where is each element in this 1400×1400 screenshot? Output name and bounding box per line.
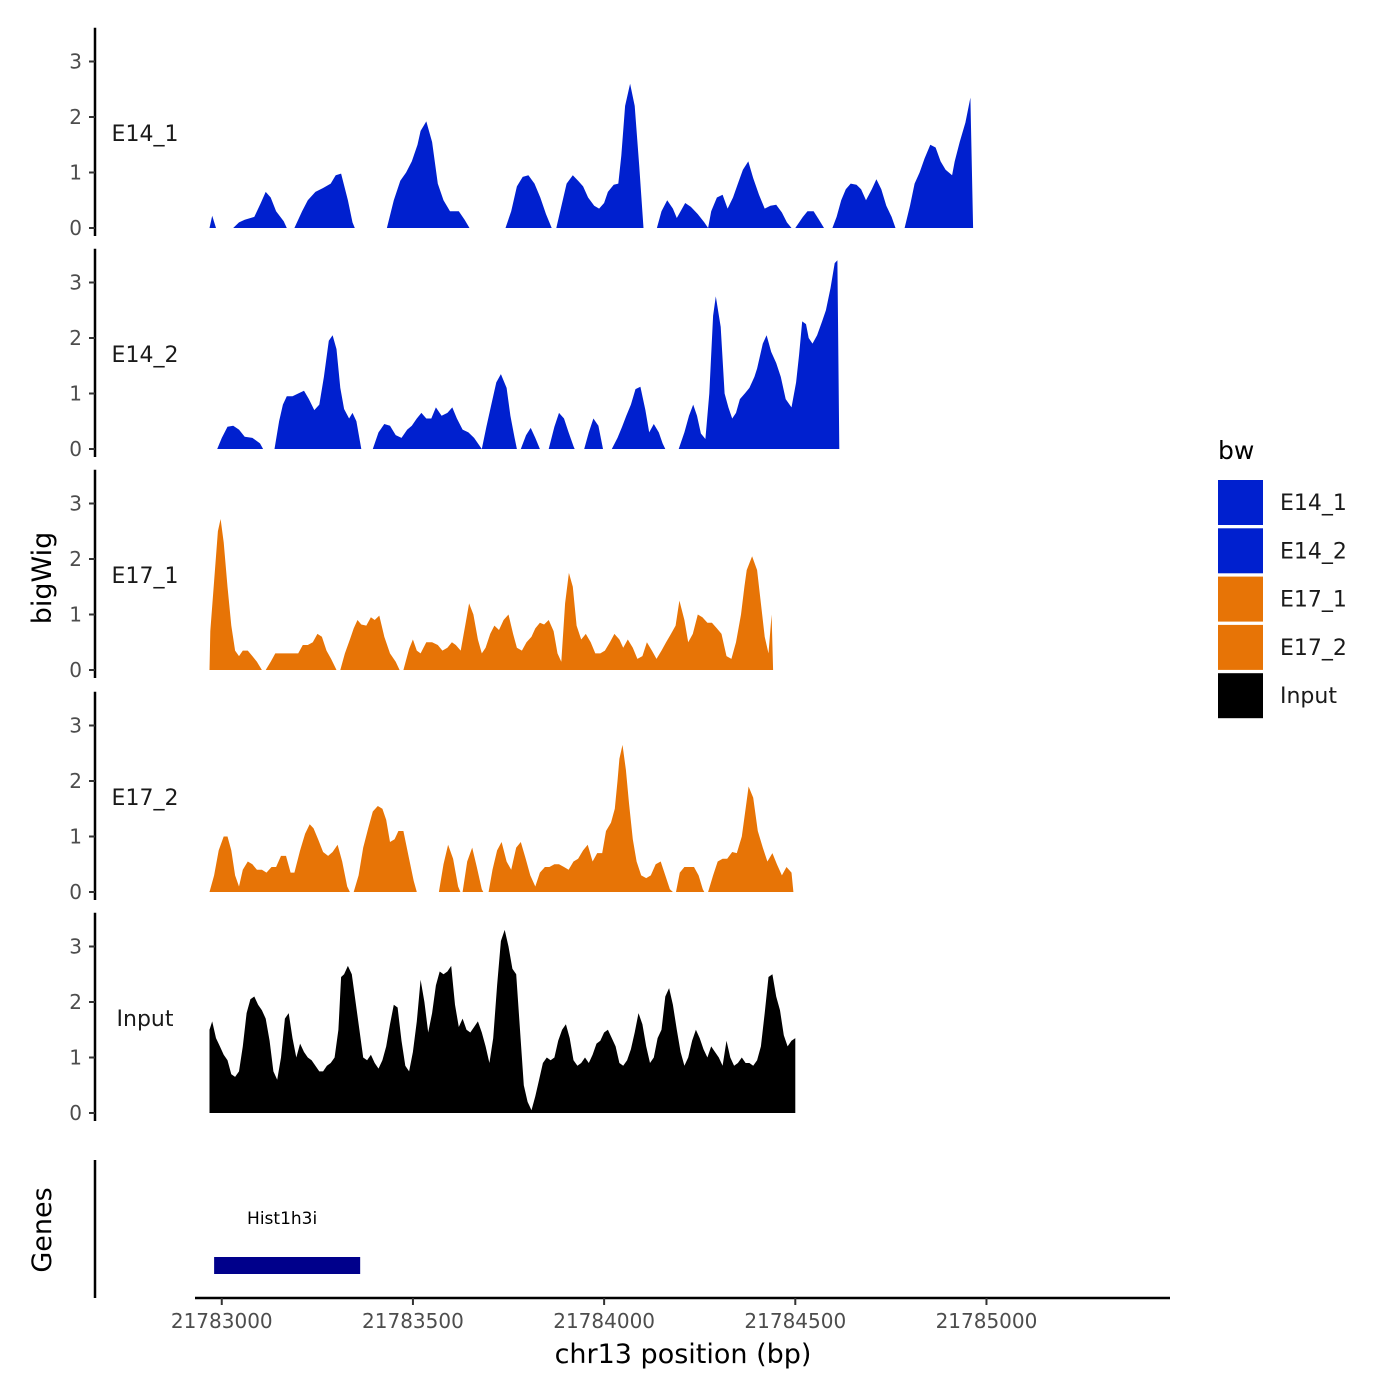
y-tick-label: 0 [69,658,82,682]
y-tick-label: 1 [69,382,82,406]
coverage-area-e17-1 [265,633,337,670]
x-axis: 21783000 21783500 21784000 21784500 21785000 [171,1296,1170,1333]
gene-bar [214,1257,361,1274]
coverage-area-e14-1 [233,191,287,228]
coverage-area-e14-1 [656,161,792,228]
y-tick-label: 0 [69,216,82,240]
coverage-area-e14-1 [209,215,216,228]
y-tick-label: 3 [69,714,82,738]
y-tick-label: 2 [69,990,82,1014]
track-input: 0 1 2 3 Input [69,912,796,1125]
legend-swatch [1218,673,1263,719]
coverage-area-e14-2 [217,425,264,449]
coverage-area-e17-1 [209,519,262,670]
coverage-area-e14-2 [274,335,362,449]
legend: bw E14_1 E14_2 E17_1 E17_2 Input [1218,436,1347,719]
y-tick-label: 2 [69,105,82,129]
coverage-area-e14-2 [611,386,666,449]
track-label-e17-1: E17_1 [112,564,179,589]
coverage-area-e14-1 [795,211,824,228]
y-tick-label: 0 [69,880,82,904]
coverage-area-e14-1 [904,97,974,228]
legend-label: E17_2 [1280,636,1347,661]
coverage-area-e14-2 [372,374,517,449]
y-tick-label: 2 [69,769,82,793]
y-axis-title: bigWig [27,532,58,625]
legend-swatch [1218,576,1263,622]
legend-label: E14_2 [1280,539,1347,564]
coverage-tracks: 0 1 2 3 E14_1 0 1 2 3 E14_2 0 1 2 3 E17_1 0 1 2 3 E17_2 0 1 2 3… [69,27,974,1125]
legend-title: bw [1218,436,1254,465]
coverage-area-e17-1 [403,556,774,670]
track-e17-1: 0 1 2 3 E17_1 [69,469,774,682]
track-label-e17-2: E17_2 [112,786,179,811]
y-tick-label: 1 [69,1046,82,1070]
x-tick-label: 21784500 [744,1309,846,1333]
coverage-area-e14-1 [832,179,896,228]
coverage-area-e14-1 [386,121,470,228]
x-tick-label: 21783500 [362,1309,464,1333]
x-tick-label: 21785000 [936,1309,1038,1333]
coverage-area-e17-2 [676,867,705,892]
track-e17-2: 0 1 2 3 E17_2 [69,691,794,904]
coverage-area-e17-2 [209,824,350,892]
coverage-area-e17-2 [353,806,417,892]
legend-swatch [1218,480,1263,525]
coverage-area-input [209,929,796,1113]
coverage-area-e14-1 [505,175,552,228]
track-e14-1: 0 1 2 3 E14_1 [69,27,974,240]
y-tick-label: 1 [69,603,82,627]
x-tick-label: 21784000 [553,1309,655,1333]
legend-label: Input [1280,684,1337,709]
y-tick-label: 1 [69,825,82,849]
track-label-input: Input [117,1007,174,1032]
y-tick-label: 3 [69,492,82,516]
y-tick-label: 3 [69,935,82,959]
legend-label: E17_1 [1280,588,1347,613]
legend-label: E14_1 [1280,491,1347,516]
coverage-area-e14-1 [556,83,644,228]
y-tick-label: 0 [69,1101,82,1125]
coverage-area-e14-1 [294,173,355,228]
track-e14-2: 0 1 2 3 E14_2 [69,248,840,461]
y-tick-label: 0 [69,437,82,461]
coverage-area-e17-2 [488,744,673,892]
legend-swatch [1218,624,1263,670]
legend-swatch [1218,528,1263,574]
track-label-e14-1: E14_1 [112,122,179,147]
coverage-area-e17-2 [462,847,484,892]
y-tick-label: 2 [69,547,82,571]
coverage-area-e17-2 [708,786,794,892]
genes-axis-title: Genes [27,1187,58,1272]
x-axis-title: chr13 position (bp) [555,1339,812,1370]
x-tick-label: 21783000 [171,1309,273,1333]
coverage-area-e17-1 [340,615,400,670]
coverage-area-e14-2 [678,260,840,449]
y-tick-label: 3 [69,50,82,74]
gene-label: Hist1h3i [247,1209,317,1229]
track-label-e14-2: E14_2 [112,343,179,368]
y-tick-label: 1 [69,161,82,185]
y-tick-label: 2 [69,326,82,350]
coverage-area-e14-2 [520,427,540,449]
y-tick-label: 3 [69,271,82,295]
gene-panel: Hist1h3i [93,1160,361,1298]
coverage-area-e14-2 [548,412,575,449]
coverage-area-e14-2 [584,418,603,449]
coverage-area-e17-2 [438,844,461,892]
